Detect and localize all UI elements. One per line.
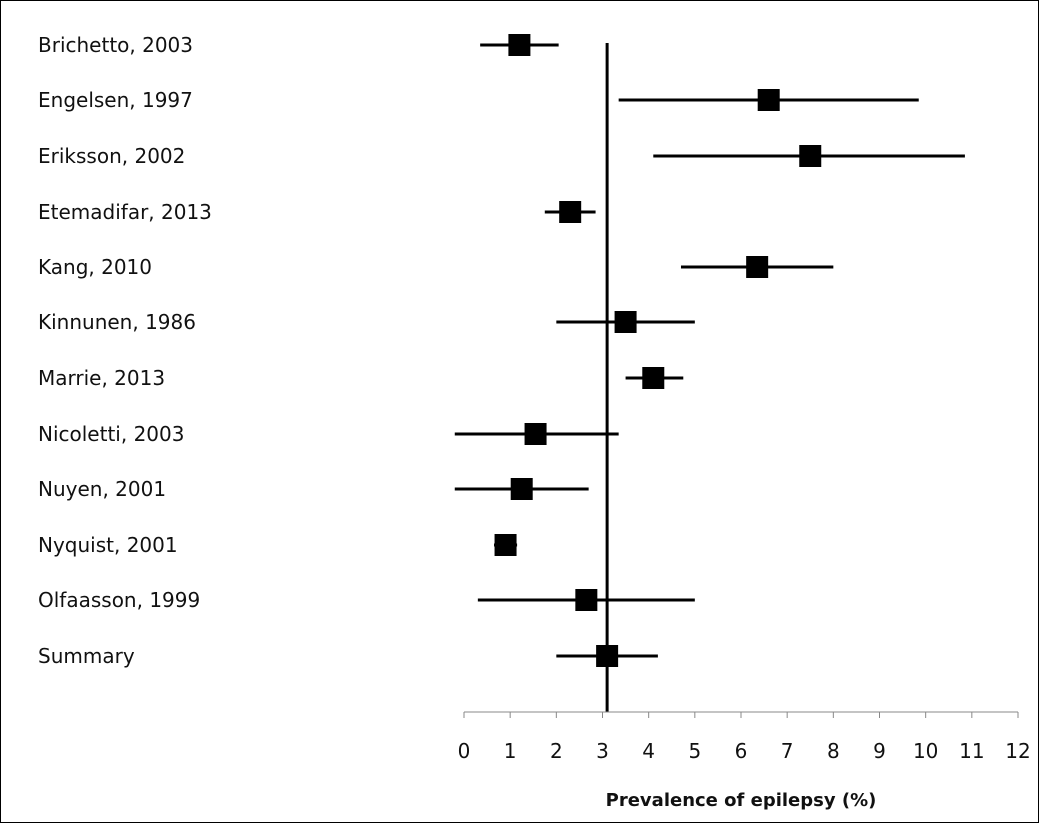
estimate-marker: [494, 534, 517, 556]
x-tick-label: 4: [642, 739, 655, 763]
study-label: Nuyen, 2001: [38, 477, 166, 501]
study-label: Nyquist, 2001: [38, 533, 178, 557]
x-tick-label: 5: [688, 739, 701, 763]
study-label: Eriksson, 2002: [38, 144, 185, 168]
estimate-marker: [575, 589, 598, 611]
x-tick-label: 8: [827, 739, 840, 763]
study-label: Brichetto, 2003: [38, 33, 193, 57]
estimate-marker: [510, 478, 533, 500]
study-label: Olfaasson, 1999: [38, 588, 200, 612]
x-tick-label: 10: [913, 739, 938, 763]
x-tick-label: 6: [735, 739, 748, 763]
x-axis-title: Prevalence of epilepsy (%): [606, 790, 877, 811]
study-label: Etemadifar, 2013: [38, 200, 212, 224]
confidence-intervals: [454, 43, 965, 658]
x-axis: 0 1 2 3 4 5 6 7 8 9 10 11 12: [458, 711, 1031, 763]
x-tick-label: 9: [873, 739, 886, 763]
estimate-marker: [642, 367, 665, 389]
x-tick-label: 11: [959, 739, 984, 763]
estimate-marker: [508, 34, 531, 56]
study-label: Marrie, 2013: [38, 366, 165, 390]
x-tick-label: 3: [596, 739, 609, 763]
estimate-marker: [799, 145, 822, 167]
study-label: Nicoletti, 2003: [38, 422, 184, 446]
study-label: Kinnunen, 1986: [38, 310, 196, 334]
estimate-marker: [559, 201, 582, 223]
x-tick-label: 12: [1005, 739, 1030, 763]
study-labels: Brichetto, 2003 Engelsen, 1997 Eriksson, 2…: [38, 33, 212, 668]
estimate-marker: [596, 645, 619, 667]
estimate-marker: [524, 423, 547, 445]
estimate-marker: [757, 89, 780, 111]
point-estimates: [494, 34, 822, 667]
x-tick-label: 1: [504, 739, 517, 763]
estimate-marker: [614, 311, 637, 333]
estimate-marker: [746, 256, 769, 278]
study-label: Engelsen, 1997: [38, 88, 193, 112]
x-tick-label: 7: [781, 739, 794, 763]
study-label: Summary: [38, 644, 135, 668]
study-label: Kang, 2010: [38, 255, 152, 279]
x-tick-label: 0: [458, 739, 471, 763]
x-tick-label: 2: [550, 739, 563, 763]
